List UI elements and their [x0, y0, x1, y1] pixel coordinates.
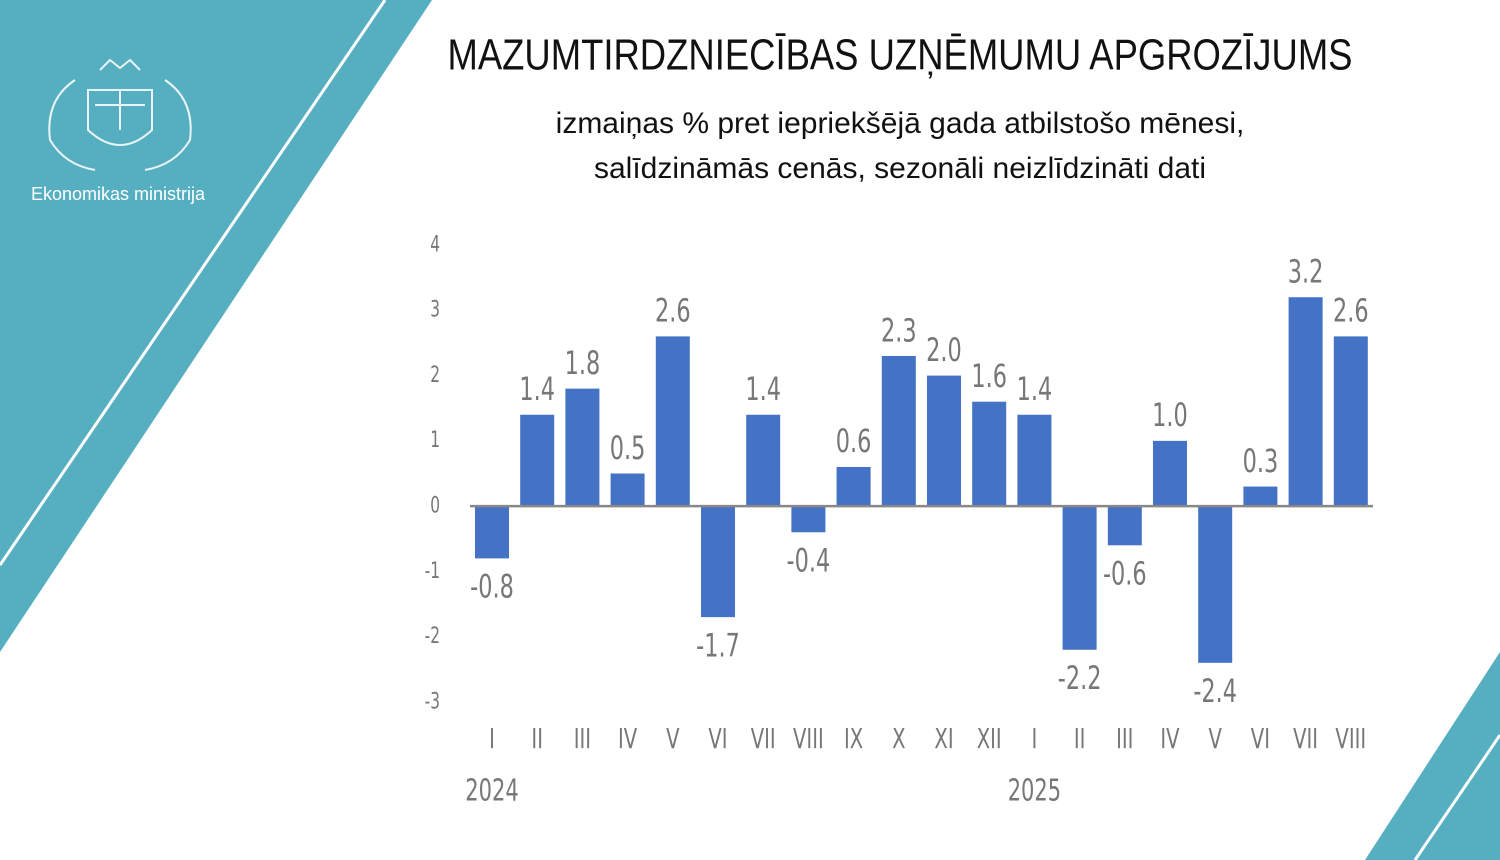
data-label: 0.6 — [836, 422, 872, 460]
y-tick-label: 4 — [430, 232, 440, 257]
data-label: 3.2 — [1288, 252, 1324, 290]
subtitle: izmaiņas % pret iepriekšējā gada atbilst… — [556, 107, 1245, 140]
data-label: 1.6 — [971, 357, 1007, 395]
subtitle: salīdzināmās cenās, sezonāli neizlīdzinā… — [594, 152, 1206, 185]
bar — [972, 401, 1007, 507]
y-tick-label: 1 — [430, 428, 440, 453]
x-tick-label: II — [1074, 723, 1086, 755]
bar — [1107, 506, 1142, 546]
bar — [791, 506, 826, 533]
year-label: 2024 — [465, 774, 518, 809]
x-tick-label: V — [666, 723, 680, 755]
bar — [1062, 506, 1097, 650]
data-label: 2.6 — [655, 292, 691, 330]
x-tick-label: III — [1116, 723, 1133, 755]
data-label: 2.3 — [881, 311, 917, 349]
bar — [836, 466, 871, 507]
year-label: 2025 — [1008, 774, 1061, 809]
x-tick-label: VIII — [1335, 723, 1366, 755]
bar — [701, 506, 735, 618]
data-label: -0.6 — [1103, 554, 1147, 592]
bar — [565, 388, 600, 507]
data-label: 1.4 — [745, 370, 781, 408]
data-label: 0.3 — [1243, 442, 1279, 480]
chart-title: MAZUMTIRDZNIECĪBAS UZŅĒMUMU APGROZĪJUMS — [448, 31, 1353, 80]
x-tick-label: VI — [708, 723, 727, 755]
x-tick-label: XI — [934, 723, 953, 755]
x-tick-label: VIII — [793, 723, 824, 755]
bar — [520, 414, 555, 507]
x-tick-label: II — [531, 723, 543, 755]
data-label: 2.0 — [926, 331, 962, 369]
x-tick-label: IV — [1160, 723, 1180, 755]
logo — [48, 58, 192, 171]
x-tick-label: VII — [751, 723, 776, 755]
x-tick-label: X — [892, 723, 905, 755]
logo-text: Ekonomikas ministrija — [31, 184, 206, 204]
bar — [881, 355, 916, 507]
data-label: 2.6 — [1333, 292, 1369, 330]
bar — [1243, 486, 1278, 507]
bar — [1153, 440, 1187, 507]
x-tick-label: V — [1208, 723, 1222, 755]
data-label: 1.4 — [1017, 370, 1053, 408]
data-label: -0.8 — [470, 568, 514, 606]
y-tick-label: -1 — [425, 558, 440, 583]
data-label: 1.4 — [519, 370, 555, 408]
x-tick-label: IX — [844, 723, 863, 755]
data-label: 1.0 — [1152, 396, 1188, 434]
bar — [610, 473, 645, 507]
x-tick-label: VII — [1293, 723, 1318, 755]
bar — [1333, 336, 1368, 507]
bar — [1017, 414, 1052, 507]
bar — [1288, 297, 1323, 507]
x-tick-label: I — [1032, 723, 1038, 755]
data-label: 1.8 — [565, 344, 601, 382]
x-tick-label: III — [574, 723, 591, 755]
y-tick-label: -3 — [425, 689, 440, 714]
y-tick-label: 2 — [430, 362, 440, 387]
corner-band — [1365, 652, 1500, 860]
x-tick-label: IV — [618, 723, 638, 755]
left-band — [0, 0, 432, 652]
x-tick-label: XII — [977, 723, 1002, 755]
corner-stripe — [1413, 734, 1500, 860]
bar — [927, 375, 961, 507]
y-tick-label: 3 — [430, 297, 440, 322]
bar — [1198, 506, 1233, 663]
bar — [475, 506, 509, 559]
bar — [746, 414, 781, 507]
data-label: -2.4 — [1193, 672, 1237, 710]
bar — [655, 336, 690, 507]
left-stripe — [0, 0, 387, 566]
y-tick-label: -2 — [425, 623, 440, 648]
x-tick-label: VI — [1251, 723, 1270, 755]
data-label: 0.5 — [610, 429, 646, 467]
data-label: -0.4 — [787, 541, 831, 579]
y-tick-label: 0 — [430, 493, 440, 518]
x-tick-label: I — [489, 723, 495, 755]
data-label: -2.2 — [1058, 659, 1102, 697]
data-label: -1.7 — [696, 626, 740, 664]
